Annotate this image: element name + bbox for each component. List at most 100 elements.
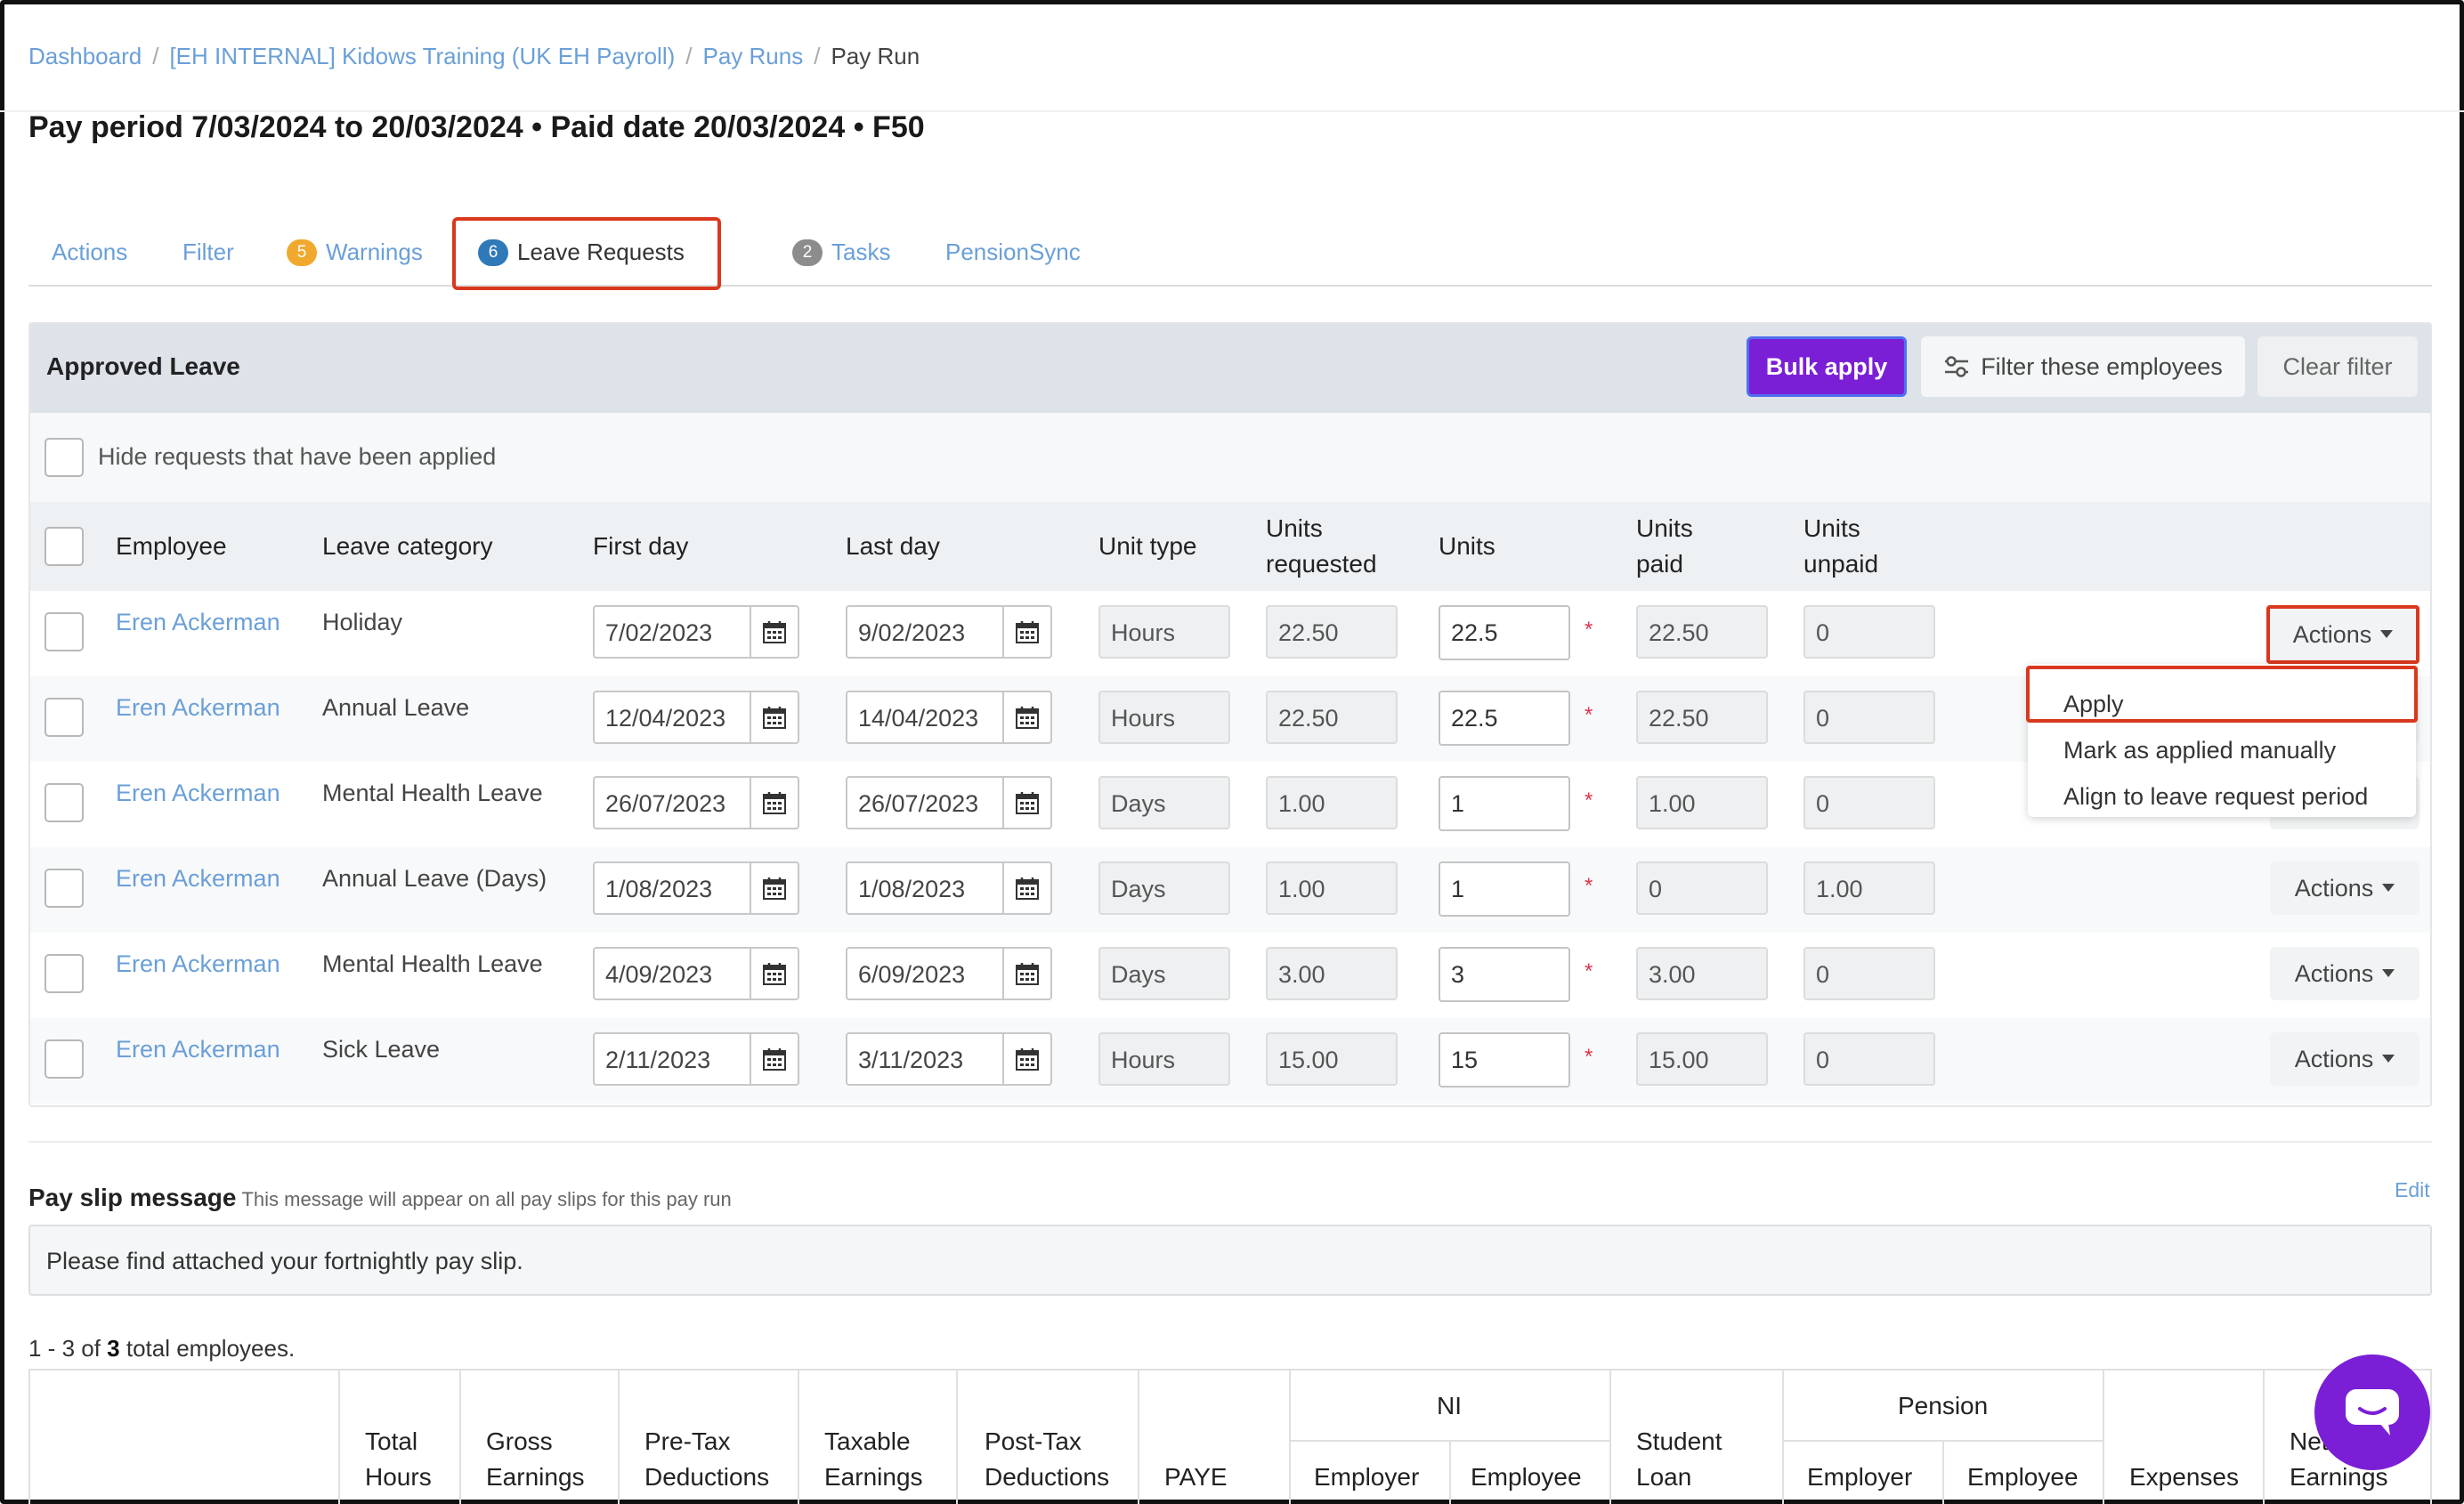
tab-actions-label: Actions <box>52 239 128 265</box>
units-input[interactable]: 22.5 <box>1439 691 1570 746</box>
employee-link[interactable]: Eren Ackerman <box>116 694 280 721</box>
employee-link[interactable]: Eren Ackerman <box>116 865 280 892</box>
first-day-input[interactable]: 1/08/2023 <box>593 861 799 915</box>
col-total-hours-l1: Total <box>365 1427 418 1455</box>
dropdown-mark-applied[interactable]: Mark as applied manually <box>2063 737 2337 764</box>
last-day-input[interactable]: 1/08/2023 <box>846 861 1052 915</box>
breadcrumb-pay-runs[interactable]: Pay Runs <box>702 43 804 69</box>
calendar-icon[interactable] <box>1002 863 1050 913</box>
required-asterisk: * <box>1585 959 1593 983</box>
tab-warnings[interactable]: 5 Warnings <box>287 239 423 266</box>
bulk-apply-button[interactable]: Bulk apply <box>1747 336 1907 397</box>
units-input[interactable]: 22.5 <box>1439 605 1570 660</box>
row-checkbox[interactable] <box>45 612 84 651</box>
employee-link[interactable]: Eren Ackerman <box>116 950 280 977</box>
col-divider <box>618 1371 620 1504</box>
units-input[interactable]: 3 <box>1439 947 1570 1002</box>
actions-dropdown-menu: Apply Mark as applied manually Align to … <box>2028 664 2416 817</box>
col-units-requested-line2: requested <box>1266 550 1377 578</box>
unit-type-field: Hours <box>1098 691 1230 744</box>
col-units-unpaid: Units unpaid <box>1803 511 1878 582</box>
dropdown-apply[interactable]: Apply <box>2063 691 2124 717</box>
last-day-input[interactable]: 26/07/2023 <box>846 776 1052 829</box>
payslip-message-hint: This message will appear on all pay slip… <box>241 1188 732 1210</box>
row-checkbox[interactable] <box>45 698 84 737</box>
panel-header: Approved Leave Bulk apply Filter these e… <box>30 324 2430 413</box>
last-day-input[interactable]: 14/04/2023 <box>846 691 1052 744</box>
row-actions-button[interactable]: Actions <box>2270 947 2419 1000</box>
row-checkbox[interactable] <box>45 783 84 822</box>
last-day-value: 1/08/2023 <box>858 876 966 902</box>
col-taxable-l2: Earnings <box>824 1463 923 1491</box>
required-asterisk: * <box>1585 703 1593 727</box>
last-day-input[interactable]: 9/02/2023 <box>846 605 1052 659</box>
caret-down-icon <box>2382 969 2395 977</box>
col-posttax-l1: Post-Tax <box>985 1427 1082 1455</box>
calendar-icon[interactable] <box>750 607 798 657</box>
row-checkbox[interactable] <box>45 1039 84 1079</box>
col-taxable: Taxable Earnings <box>824 1424 923 1495</box>
employee-link[interactable]: Eren Ackerman <box>116 1036 280 1063</box>
first-day-input[interactable]: 26/07/2023 <box>593 776 799 829</box>
first-day-input[interactable]: 7/02/2023 <box>593 605 799 659</box>
tab-leave-requests[interactable]: 6 Leave Requests <box>478 239 685 266</box>
calendar-icon[interactable] <box>1002 1034 1050 1084</box>
calendar-icon[interactable] <box>1002 778 1050 828</box>
first-day-input[interactable]: 4/09/2023 <box>593 947 799 1000</box>
calendar-icon[interactable] <box>750 1034 798 1084</box>
calendar-icon[interactable] <box>1002 607 1050 657</box>
breadcrumb-dashboard[interactable]: Dashboard <box>28 43 142 69</box>
last-day-input[interactable]: 3/11/2023 <box>846 1032 1052 1086</box>
tab-actions[interactable]: Actions <box>52 239 127 266</box>
tab-pensionsync[interactable]: PensionSync <box>945 239 1081 266</box>
row-checkbox[interactable] <box>45 954 84 993</box>
employee-link[interactable]: Eren Ackerman <box>116 609 280 635</box>
unit-type-field: Hours <box>1098 605 1230 659</box>
calendar-icon[interactable] <box>1002 692 1050 742</box>
tab-tasks[interactable]: 2 Tasks <box>792 239 890 266</box>
calendar-icon[interactable] <box>750 692 798 742</box>
row-1-actions-button[interactable]: Actions <box>2266 605 2419 664</box>
count-suffix: total employees. <box>119 1335 296 1362</box>
units-input[interactable]: 15 <box>1439 1032 1570 1088</box>
last-day-value: 6/09/2023 <box>858 961 966 988</box>
calendar-icon[interactable] <box>750 949 798 999</box>
breadcrumb-separator: / <box>685 43 693 69</box>
col-posttax: Post-Tax Deductions <box>985 1424 1109 1495</box>
dropdown-align-period[interactable]: Align to leave request period <box>2063 783 2369 810</box>
tab-filter[interactable]: Filter <box>182 239 234 266</box>
page-title: Pay period 7/03/2024 to 20/03/2024 • Pai… <box>28 110 925 144</box>
header-divider <box>0 110 2464 112</box>
hide-applied-checkbox[interactable] <box>45 438 84 477</box>
calendar-icon[interactable] <box>1002 949 1050 999</box>
filter-employees-button[interactable]: Filter these employees <box>1921 336 2245 397</box>
units-input[interactable]: 1 <box>1439 776 1570 831</box>
count-prefix: 1 - 3 of <box>28 1335 108 1362</box>
last-day-input[interactable]: 6/09/2023 <box>846 947 1052 1000</box>
sliders-icon <box>1945 356 1969 377</box>
breadcrumb-separator: / <box>814 43 821 69</box>
calendar-icon[interactable] <box>750 863 798 913</box>
first-day-input[interactable]: 2/11/2023 <box>593 1032 799 1086</box>
row-actions-button[interactable]: Actions <box>2270 861 2419 915</box>
required-asterisk: * <box>1585 874 1593 898</box>
leave-count-badge: 6 <box>478 239 508 266</box>
chat-widget-button[interactable] <box>2314 1354 2430 1470</box>
first-day-input[interactable]: 12/04/2023 <box>593 691 799 744</box>
payslip-message-label: Pay slip message This message will appear… <box>28 1184 732 1212</box>
col-student-loan: Student Loan <box>1636 1424 1722 1495</box>
units-input[interactable]: 1 <box>1439 861 1570 917</box>
col-pretax: Pre-Tax Deductions <box>644 1424 769 1495</box>
row-checkbox[interactable] <box>45 869 84 908</box>
units-unpaid-field: 1.00 <box>1803 861 1935 915</box>
breadcrumb-business[interactable]: [EH INTERNAL] Kidows Training (UK EH Pay… <box>169 43 676 69</box>
select-all-checkbox[interactable] <box>45 527 84 566</box>
table-row: Eren Ackerman Sick Leave 2/11/2023 3/11/202… <box>30 1018 2430 1104</box>
col-divider <box>2103 1371 2104 1504</box>
employee-link[interactable]: Eren Ackerman <box>116 780 280 806</box>
calendar-icon[interactable] <box>750 778 798 828</box>
clear-filter-button[interactable]: Clear filter <box>2257 336 2418 397</box>
row-actions-button[interactable]: Actions <box>2270 1032 2419 1086</box>
payslip-edit-link[interactable]: Edit <box>2395 1178 2430 1201</box>
col-total-hours: Total Hours <box>365 1424 432 1495</box>
